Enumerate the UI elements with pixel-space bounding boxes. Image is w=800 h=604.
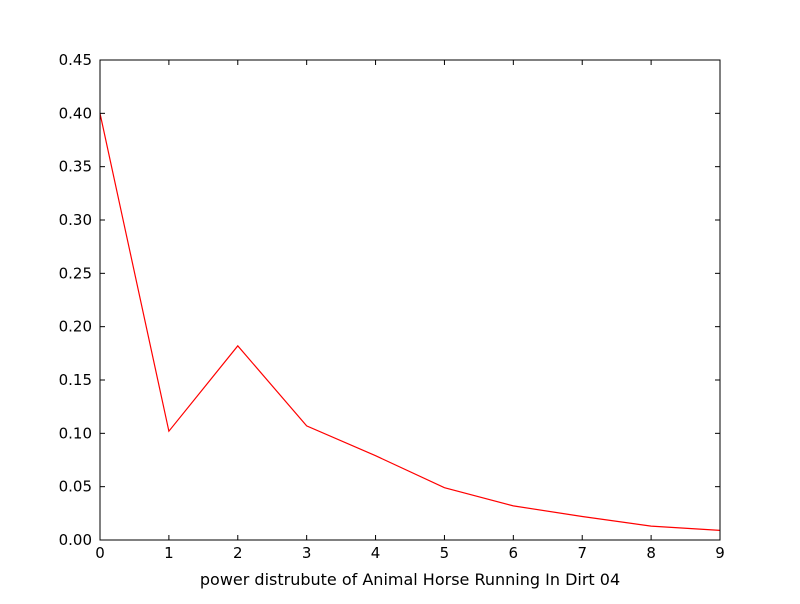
x-tick-label: 1	[164, 544, 174, 562]
x-tick-label: 0	[95, 544, 105, 562]
y-tick-label: 0.05	[59, 478, 92, 496]
x-tick-label: 8	[646, 544, 656, 562]
x-tick-label: 3	[302, 544, 312, 562]
x-tick-label: 2	[233, 544, 243, 562]
y-tick-label: 0.25	[59, 264, 92, 282]
y-tick-label: 0.10	[59, 424, 92, 442]
x-tick-label: 5	[440, 544, 450, 562]
ticks-layer: 0 1 2 3 4 5 6 7 8 9 0.00 0.05 0.10 0.15 0.20 0.25 0.30 0.…	[59, 51, 725, 562]
x-tick-label: 9	[715, 544, 725, 562]
y-tick-label: 0.15	[59, 371, 92, 389]
y-tick-label: 0.20	[59, 318, 92, 336]
plot-frame	[99, 59, 721, 541]
x-tick-label: 6	[509, 544, 519, 562]
x-tick-label: 7	[577, 544, 587, 562]
y-tick-label: 0.35	[59, 158, 92, 176]
series-line-0	[99, 113, 721, 531]
x-tick-label: 4	[371, 544, 381, 562]
x-axis-label: power distrubute of Animal Horse Running…	[200, 570, 620, 589]
y-tick-label: 0.45	[59, 51, 92, 69]
series-layer	[99, 113, 721, 531]
y-tick-label: 0.30	[59, 211, 92, 229]
y-tick-label: 0.40	[59, 104, 92, 122]
y-tick-label: 0.00	[59, 531, 92, 549]
